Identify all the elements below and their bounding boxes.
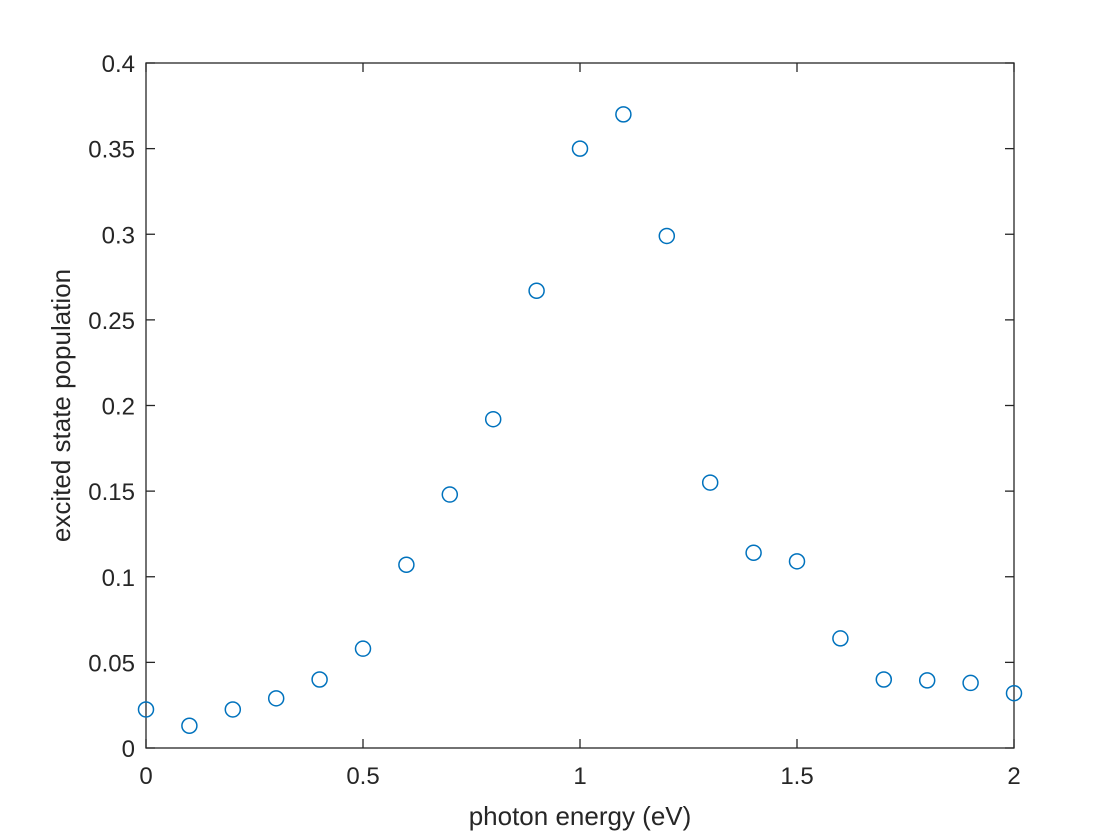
y-tick-label: 0.25: [88, 308, 135, 335]
data-point: [615, 106, 632, 123]
data-point: [181, 717, 198, 734]
data-point: [441, 486, 459, 503]
data-point: [354, 640, 372, 657]
x-tick-label: 2: [1007, 763, 1020, 790]
data-point: [484, 410, 502, 428]
data-point: [224, 701, 242, 718]
x-axis-label: photon energy (eV): [469, 801, 692, 831]
x-tick-label: 0.5: [346, 763, 379, 790]
x-tick-label: 1.5: [780, 763, 813, 790]
y-tick-label: 0.2: [102, 394, 135, 421]
data-point: [311, 671, 328, 688]
data-point: [875, 671, 893, 688]
data-point: [528, 282, 545, 300]
data-point: [918, 672, 936, 689]
y-tick-label: 0.1: [102, 565, 135, 592]
data-point: [962, 674, 979, 692]
y-tick-label: 0.35: [88, 137, 135, 164]
y-axis-label: excited state population: [46, 269, 76, 542]
data-point: [745, 544, 762, 562]
data-point: [701, 474, 719, 491]
data-point: [398, 556, 415, 574]
data-point: [137, 701, 155, 718]
data-point: [1005, 684, 1023, 702]
y-tick-label: 0.05: [88, 650, 135, 677]
data-point: [571, 140, 589, 157]
x-tick-label: 0: [139, 763, 152, 790]
y-tick-label: 0.4: [102, 51, 135, 78]
y-tick-label: 0.3: [102, 222, 135, 249]
axis-ticks: 0 0.5 1 1.5 2 0 0.05 0.1 0.15 0.2 0.25 0.3 0.35 0.4: [88, 51, 1020, 790]
data-point: [832, 630, 849, 647]
plot-area: [145, 62, 1015, 749]
data-points: [137, 106, 1023, 734]
x-tick-label: 1: [573, 763, 586, 790]
y-tick-label: 0.15: [88, 479, 135, 506]
data-point: [788, 553, 806, 570]
data-point: [267, 690, 285, 707]
data-point: [658, 227, 676, 245]
y-tick-label: 0: [122, 736, 135, 763]
